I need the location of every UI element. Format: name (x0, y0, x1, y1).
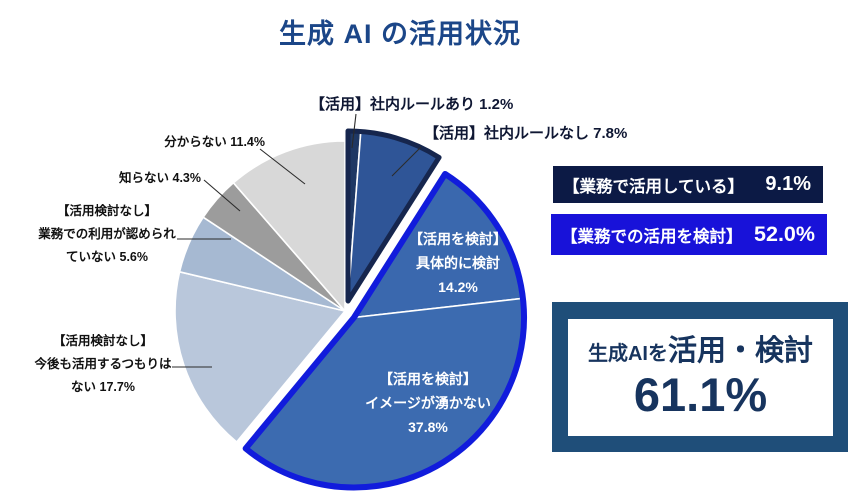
pie-label-consider-noimage-line3: 37.8% (408, 419, 448, 435)
stat-box-considering-label: 【業務での活用を検討】 (561, 227, 743, 246)
pie-label-not-permitted-line2: 業務での利用が認められ (37, 226, 176, 241)
pie-label-consider-specific-line1: 【活用を検討】 (409, 231, 507, 247)
summary-emphasis: 活用・検討 (667, 334, 813, 367)
pie-label-no-intent-line2: 今後も活用するつもりは (33, 356, 172, 371)
pie-label-no-intent-line3: ない 17.7% (71, 380, 135, 394)
pie-label-dont-know-line1: 知らない 4.3% (118, 170, 201, 185)
pie-label-consider-specific-line3: 14.2% (438, 279, 478, 295)
pie-label-consider-noimage-line1: 【活用を検討】 (379, 371, 477, 387)
page-title: 生成 AI の活用状況 (278, 19, 521, 49)
pie-label-consider-noimage-line2: イメージが湧かない (365, 395, 491, 411)
pie-label-use-rules-yes-line1: 【活用】社内ルールあり 1.2% (310, 95, 513, 113)
pie-label-not-permitted-line3: ていない 5.6% (66, 250, 148, 264)
stat-box-considering-value: 52.0% (754, 222, 815, 246)
pie-label-no-intent-line1: 【活用検討なし】 (53, 333, 153, 348)
stat-box-active: 【業務で活用している】 9.1% (553, 166, 823, 203)
summary-prefix: 生成AIを (587, 342, 668, 365)
stat-box-considering: 【業務での活用を検討】 52.0% (551, 214, 827, 255)
leader-line-dont-know (203, 179, 241, 212)
pie-group-outline-use (345, 128, 442, 304)
stat-box-active-value: 9.1% (765, 173, 811, 195)
pie-group-outline-consider (242, 170, 527, 491)
summary-value: 61.1% (633, 367, 768, 421)
pie-slice-no-intent (174, 271, 346, 443)
stat-box-active-label: 【業務で活用している】 (563, 177, 745, 196)
pie-slice-no-idea (232, 140, 346, 312)
pie-label-use-rules-no-line1: 【活用】社内ルールなし 7.8% (424, 124, 627, 142)
leader-line-use-rules-no (391, 146, 422, 177)
pie-label-no-idea-line1: 分からない 11.4% (164, 134, 265, 149)
leader-line-no-idea (259, 148, 306, 185)
summary-box-inner: 生成AIを活用・検討 61.1% (568, 319, 833, 436)
leader-line-use-rules-yes (351, 113, 357, 149)
summary-box: 生成AIを活用・検討 61.1% (552, 302, 848, 452)
pie-label-consider-specific-line2: 具体的に検討 (415, 255, 500, 271)
summary-title: 生成AIを活用・検討 (587, 334, 813, 368)
pie-label-not-permitted-line1: 【活用検討なし】 (57, 203, 157, 218)
